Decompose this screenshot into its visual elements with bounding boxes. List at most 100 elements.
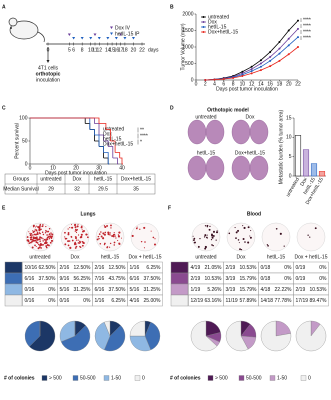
- survival-step: [30, 117, 100, 124]
- colony-dot: [46, 236, 49, 239]
- colony-count: 0/16: [60, 298, 70, 304]
- table-cell: 29.5: [98, 186, 108, 192]
- colony-dot: [103, 242, 106, 245]
- group-label: Dox + hetIL-15: [295, 254, 328, 260]
- survival-step: [89, 129, 95, 136]
- group-label: hetIL-15: [101, 254, 120, 260]
- x-axis-label: Days post tumor inoculation: [45, 170, 107, 176]
- panel-label: C: [2, 105, 6, 111]
- table-header: Dox: [73, 176, 82, 182]
- colony-dot: [70, 224, 72, 226]
- colony-dot: [143, 247, 146, 249]
- colony-percent: 15.79%: [240, 276, 258, 282]
- significance: **: [140, 127, 144, 133]
- data-point: [250, 72, 253, 75]
- legend-label: 0: [142, 375, 145, 381]
- colony-dot: [30, 236, 33, 238]
- colony-dot: [110, 227, 112, 229]
- colony-count: 5/16: [60, 287, 70, 293]
- colony-dot: [50, 237, 53, 239]
- x-tick-label: 40: [119, 165, 125, 171]
- survival-step: [94, 134, 100, 147]
- timeline-tick-label: 10: [88, 47, 94, 53]
- inoculation-label: orthotopic: [36, 71, 61, 77]
- legend-marker: [202, 16, 205, 18]
- table-header: Groups: [13, 176, 30, 182]
- x-tick-label: 0: [29, 165, 32, 171]
- row-swatch: [170, 283, 189, 296]
- data-point: [250, 65, 253, 68]
- colony-count: 0/19: [296, 276, 306, 282]
- colony-dot: [102, 237, 105, 240]
- table-cell: 35: [133, 186, 139, 192]
- colony-dot: [117, 239, 119, 242]
- colony-dot: [192, 239, 195, 242]
- colony-dot: [99, 242, 102, 245]
- colony-dot: [204, 234, 207, 237]
- colony-dot: [32, 224, 35, 227]
- significance: *: [140, 139, 142, 145]
- colony-dot: [74, 241, 76, 243]
- colony-dot: [249, 236, 252, 239]
- colony-count: 6/16: [25, 276, 35, 282]
- colony-dot: [86, 236, 89, 239]
- survival-step: [99, 123, 107, 130]
- colony-dot: [204, 247, 207, 250]
- inoculation-label: 4T1 cells: [38, 65, 59, 71]
- colony-dot: [135, 227, 138, 230]
- colony-percent: 37.50%: [39, 276, 57, 282]
- colony-dot: [28, 231, 30, 233]
- colony-dot: [34, 237, 36, 239]
- colony-dot: [143, 226, 146, 229]
- survival-step: [103, 140, 109, 147]
- colony-dot: [104, 225, 107, 229]
- colony-dot: [153, 243, 157, 246]
- colony-dot: [103, 225, 106, 227]
- colony-dot: [216, 230, 218, 232]
- image-label: Dox+hetIL-15: [235, 150, 265, 156]
- colony-dot: [75, 245, 78, 248]
- data-point: [297, 36, 299, 39]
- colony-dot: [45, 240, 48, 242]
- colony-count: 0/18: [261, 265, 271, 271]
- colony-dot: [67, 233, 70, 236]
- colony-dot: [38, 229, 40, 231]
- colony-dot: [86, 233, 88, 236]
- colony-dot: [279, 232, 282, 235]
- colony-dot: [71, 226, 74, 229]
- colony-dot: [75, 237, 77, 240]
- y-tick-label: 15: [286, 115, 292, 121]
- bar: [310, 163, 318, 177]
- colony-dot: [45, 225, 47, 228]
- data-point: [269, 65, 272, 68]
- colony-dot: [113, 232, 115, 234]
- colony-dot: [76, 236, 78, 238]
- x-tick-label: 20: [73, 165, 79, 171]
- x-tick-label: 8: [232, 81, 235, 87]
- timeline-tick-label: 5: [68, 47, 71, 53]
- colony-dot: [43, 242, 47, 245]
- significance: ****: [303, 29, 311, 35]
- panel-label: B: [170, 4, 174, 10]
- colony-percent: 0%: [48, 287, 56, 293]
- colony-count: 3/19: [226, 287, 236, 293]
- colony-dot: [242, 225, 244, 227]
- colony-dot: [35, 233, 37, 236]
- colony-dot: [46, 234, 48, 236]
- colony-count: 2/16: [95, 265, 105, 271]
- data-point: [259, 69, 262, 72]
- pie-slice: [295, 320, 327, 352]
- colony-percent: 62.50%: [39, 265, 57, 271]
- colony-dot: [32, 235, 34, 237]
- colony-count: 9/16: [60, 276, 70, 282]
- colony-dot: [117, 234, 119, 236]
- colony-percent: 12.50%: [109, 265, 127, 271]
- row-swatch: [170, 294, 189, 307]
- pie-slice: [225, 320, 249, 352]
- colony-dot: [39, 240, 41, 243]
- colony-dot: [283, 245, 285, 247]
- colony-dot: [136, 226, 138, 228]
- table-header: hetIL-15: [94, 176, 113, 182]
- row-swatch: [4, 283, 23, 296]
